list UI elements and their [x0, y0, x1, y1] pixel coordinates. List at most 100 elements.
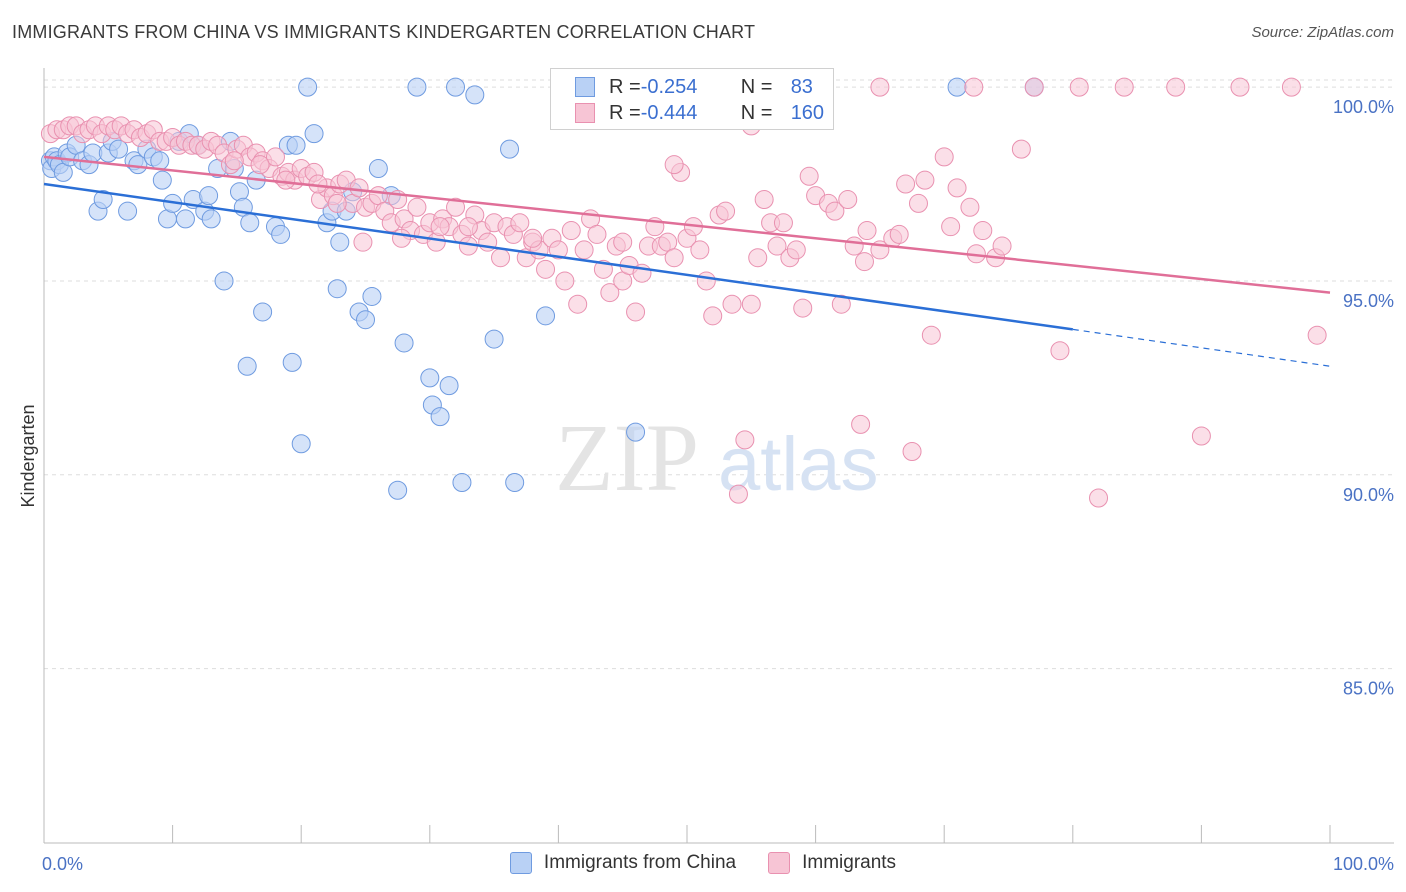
immigrants-point — [947, 178, 967, 198]
china-point — [362, 286, 382, 306]
immigrants-point — [1191, 426, 1211, 446]
immigrants-point — [626, 302, 646, 322]
china-point — [304, 124, 324, 144]
china-point — [214, 271, 234, 291]
immigrants-point — [921, 325, 941, 345]
china-point — [229, 182, 249, 202]
immigrants-point — [1114, 77, 1134, 97]
r-label: R = — [609, 75, 641, 98]
y-tick-label: 100.0% — [1333, 97, 1394, 117]
immigrants-point — [1050, 341, 1070, 361]
china-point — [626, 422, 646, 442]
immigrants-point — [748, 248, 768, 268]
stats-legend: R = -0.254 N = 83 R = -0.444 N = 160 — [550, 68, 834, 130]
immigrants-point — [613, 232, 633, 252]
china-point — [947, 77, 967, 97]
china-legend-swatch — [509, 852, 532, 874]
series-immigrants-points — [40, 77, 1327, 508]
immigrants-point — [568, 294, 588, 314]
immigrants-point — [741, 294, 761, 314]
immigrants-trend-line — [43, 155, 1331, 294]
n-value: 160 — [790, 101, 825, 124]
immigrants-point — [851, 414, 871, 434]
immigrants-point — [265, 147, 285, 167]
immigrants-point — [786, 240, 806, 260]
immigrants-point — [430, 217, 450, 237]
immigrants-point — [276, 170, 296, 190]
immigrants-point — [664, 248, 684, 268]
china-point — [465, 85, 485, 105]
china-point — [420, 368, 440, 388]
immigrants-point — [426, 232, 446, 252]
immigrants-point — [870, 77, 890, 97]
china-point — [271, 224, 291, 244]
china-point — [199, 186, 219, 206]
china-point — [388, 480, 408, 500]
n-label: N = — [740, 101, 773, 124]
immigrants-point — [1281, 77, 1301, 97]
immigrants-point — [574, 240, 594, 260]
immigrants-point — [353, 232, 373, 252]
china-point — [407, 77, 427, 97]
chart-title: IMMIGRANTS FROM CHINA VS IMMIGRANTS KIND… — [12, 22, 756, 42]
legend-item-immigrants[interactable]: Immigrants — [768, 852, 896, 874]
china-point — [152, 170, 172, 190]
immigrants-point — [600, 283, 620, 303]
immigrants-point — [992, 236, 1012, 256]
series-legend: Immigrants from China Immigrants — [0, 852, 1406, 874]
china-point — [240, 213, 260, 233]
immigrants-point — [446, 197, 466, 217]
legend-item-china[interactable]: Immigrants from China — [509, 852, 736, 874]
immigrants-point — [889, 224, 909, 244]
immigrants-point — [1307, 325, 1327, 345]
x-tick-label-0: 0.0% — [42, 854, 83, 874]
immigrants-point — [773, 213, 793, 233]
immigrants-point — [857, 221, 877, 241]
immigrants-point — [722, 294, 742, 314]
immigrants-point — [458, 217, 478, 237]
immigrants-point — [523, 228, 543, 248]
china-point — [253, 302, 273, 322]
china-point — [150, 151, 170, 171]
immigrants-legend-swatch — [768, 852, 791, 874]
immigrants-point — [793, 298, 813, 318]
immigrants-point — [941, 217, 961, 237]
immigrants-point — [934, 147, 954, 167]
china-point — [327, 279, 347, 299]
immigrants-point — [1230, 77, 1250, 97]
y-tick-label: 95.0% — [1343, 291, 1394, 311]
china-point — [430, 407, 450, 427]
immigrants-point — [838, 190, 858, 210]
y-tick-labels: 100.0% 95.0% 90.0% 85.0% — [1333, 97, 1394, 698]
china-point — [175, 209, 195, 229]
china-point — [394, 333, 414, 353]
immigrants-point — [854, 252, 874, 272]
stats-row-immigrants: R = -0.444 N = 160 — [575, 100, 824, 126]
immigrants-point — [825, 201, 845, 221]
immigrants-point — [728, 484, 748, 504]
immigrants-point — [491, 248, 511, 268]
immigrants-point — [349, 178, 369, 198]
axes — [43, 68, 1394, 844]
immigrants-point — [664, 155, 684, 175]
immigrants-point — [548, 240, 568, 260]
china-trend-line — [43, 182, 1073, 331]
n-label: N = — [740, 75, 773, 98]
china-point — [118, 201, 138, 221]
china-point — [282, 352, 302, 372]
immigrants-point — [1011, 139, 1031, 159]
china-point — [298, 77, 318, 97]
immigrants-point — [510, 213, 530, 233]
china-point — [484, 329, 504, 349]
china-point — [452, 473, 472, 493]
n-value: 83 — [790, 75, 813, 98]
immigrants-point — [392, 228, 412, 248]
immigrants-point — [327, 193, 347, 213]
immigrants-point — [960, 197, 980, 217]
china-point — [237, 356, 257, 376]
china-point — [291, 434, 311, 454]
r-value: -0.254 — [640, 75, 698, 98]
immigrants-point — [690, 240, 710, 260]
immigrants-point — [902, 442, 922, 461]
